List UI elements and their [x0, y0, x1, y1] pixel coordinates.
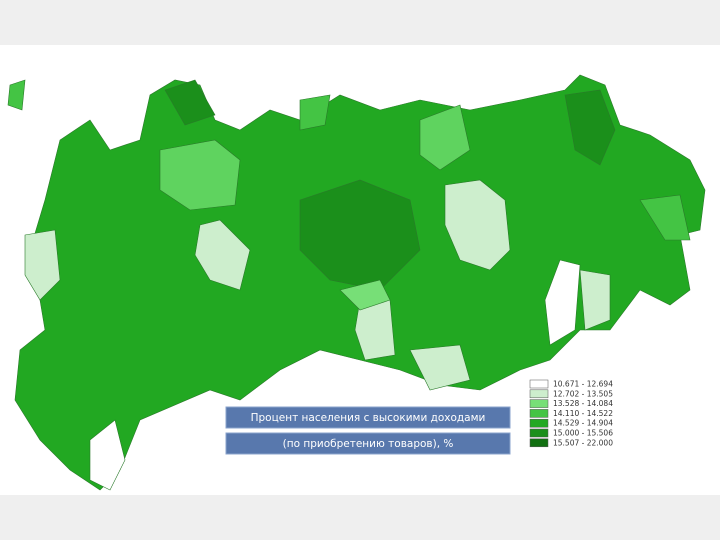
region [159, 139, 241, 211]
region [419, 104, 471, 171]
legend-label: 12.702 - 13.505 [553, 389, 613, 398]
region [299, 94, 331, 131]
caption-box [225, 406, 511, 429]
region [299, 179, 421, 291]
region [339, 279, 391, 311]
region [564, 89, 616, 166]
caption-line: (по приобретению товаров), % [283, 438, 454, 450]
region [409, 344, 471, 391]
legend-swatch [529, 379, 549, 389]
legend-swatch [529, 389, 549, 399]
legend-swatch [529, 428, 549, 438]
legend-swatch [529, 399, 549, 408]
legend-label: 15.000 - 15.506 [553, 429, 613, 438]
region [579, 269, 611, 331]
region [164, 79, 216, 126]
region [7, 79, 26, 111]
legend-swatch [529, 438, 549, 448]
legend-label: 14.110 - 14.522 [553, 409, 613, 418]
region [24, 229, 61, 301]
region [194, 219, 251, 291]
legend-label: 10.671 - 12.694 [553, 380, 613, 389]
legend-label: 14.529 - 14.904 [553, 419, 613, 428]
legend-label: 15.507 - 22.000 [553, 438, 613, 447]
region [89, 419, 126, 491]
caption-line: Процент населения с высокими доходами [251, 412, 486, 424]
caption-box [225, 432, 511, 455]
region [444, 179, 511, 271]
legend-label: 13.528 - 14.084 [553, 399, 613, 408]
legend-swatch [529, 409, 549, 418]
region [544, 259, 581, 346]
legend-swatch [529, 418, 549, 428]
region [639, 194, 691, 241]
